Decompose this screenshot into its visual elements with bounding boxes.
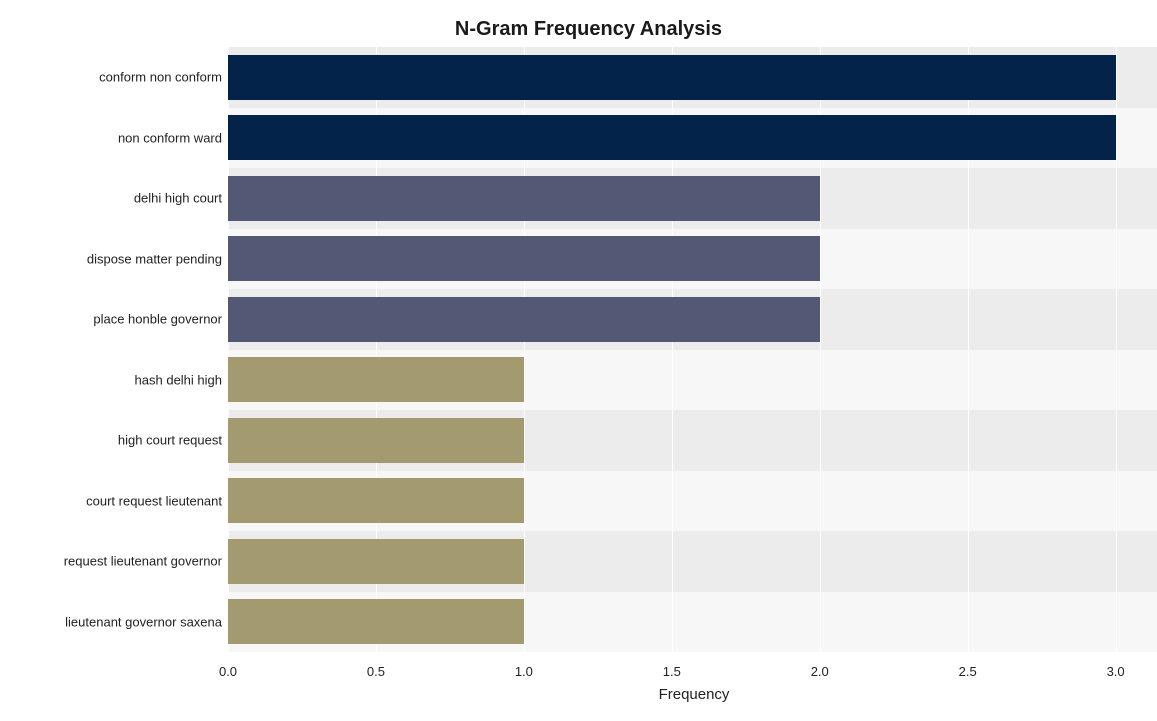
bar bbox=[228, 176, 820, 221]
x-tick-label: 2.5 bbox=[959, 664, 977, 679]
y-tick-label: court request lieutenant bbox=[86, 493, 222, 508]
x-tick-label: 1.0 bbox=[515, 664, 533, 679]
y-tick-label: high court request bbox=[118, 433, 222, 448]
x-tick-label: 0.0 bbox=[219, 664, 237, 679]
y-tick-label: place honble governor bbox=[93, 312, 222, 327]
y-tick-label: hash delhi high bbox=[135, 372, 222, 387]
y-tick-label: dispose matter pending bbox=[87, 251, 222, 266]
plot-area bbox=[228, 47, 1157, 652]
x-tick-label: 1.5 bbox=[663, 664, 681, 679]
bar bbox=[228, 539, 524, 584]
y-tick-label: delhi high court bbox=[134, 191, 222, 206]
bar bbox=[228, 55, 1116, 100]
y-tick-label: non conform ward bbox=[118, 130, 222, 145]
x-axis-label: Frequency bbox=[228, 686, 1157, 703]
bar bbox=[228, 236, 820, 281]
grid-line bbox=[1116, 47, 1117, 652]
bar bbox=[228, 599, 524, 644]
chart-title: N-Gram Frequency Analysis bbox=[10, 18, 1157, 41]
bar bbox=[228, 297, 820, 342]
x-tick-label: 2.0 bbox=[811, 664, 829, 679]
bar bbox=[228, 115, 1116, 160]
ngram-frequency-chart: N-Gram Frequency Analysis Frequency conf… bbox=[10, 10, 1157, 711]
bar bbox=[228, 478, 524, 523]
y-tick-label: request lieutenant governor bbox=[64, 554, 222, 569]
bar bbox=[228, 357, 524, 402]
x-tick-label: 0.5 bbox=[367, 664, 385, 679]
y-tick-label: lieutenant governor saxena bbox=[65, 614, 222, 629]
y-tick-label: conform non conform bbox=[99, 70, 222, 85]
bar bbox=[228, 418, 524, 463]
x-tick-label: 3.0 bbox=[1107, 664, 1125, 679]
